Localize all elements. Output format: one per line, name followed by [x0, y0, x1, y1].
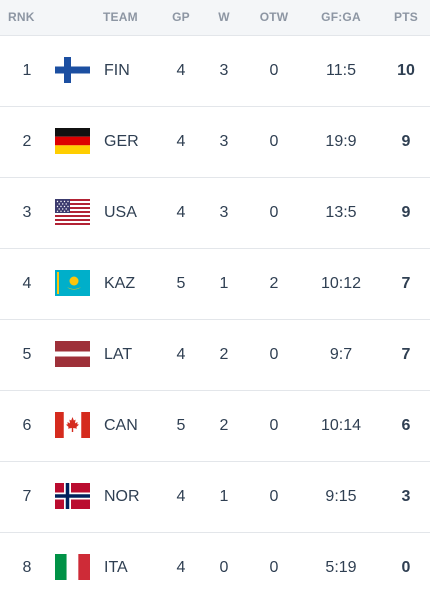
- points: 6: [401, 417, 411, 434]
- overtime-wins: 0: [269, 488, 279, 505]
- rank: 5: [22, 346, 32, 363]
- team-code[interactable]: NOR: [104, 488, 140, 505]
- wins: 3: [219, 62, 229, 79]
- header-wins[interactable]: W: [218, 10, 230, 24]
- table-header: RNK TEAM GP W OTW GF:GA PTS: [0, 0, 430, 35]
- wins: 2: [219, 346, 229, 363]
- wins: 1: [219, 275, 229, 292]
- rank: 6: [22, 417, 32, 434]
- overtime-wins: 0: [269, 204, 279, 221]
- team-code[interactable]: ITA: [104, 559, 128, 576]
- overtime-wins: 0: [269, 559, 279, 576]
- points: 3: [401, 488, 411, 505]
- header-team[interactable]: TEAM: [103, 10, 138, 24]
- goals-for-against: 9:7: [329, 346, 353, 363]
- points: 7: [401, 346, 411, 363]
- table-row[interactable]: 7 NOR 4 1 0 9:15 3: [0, 461, 430, 531]
- goals-for-against: 10:12: [320, 275, 362, 292]
- norway-flag-icon: [55, 483, 90, 509]
- points: 10: [397, 62, 415, 79]
- games-played: 4: [176, 62, 186, 79]
- germany-flag-icon: [55, 128, 90, 154]
- points: 7: [401, 275, 411, 292]
- games-played: 5: [176, 275, 186, 292]
- team-code[interactable]: FIN: [104, 62, 130, 79]
- points: 9: [401, 133, 411, 150]
- header-goals-for-against[interactable]: GF:GA: [321, 10, 361, 24]
- team-code[interactable]: GER: [104, 133, 139, 150]
- wins: 3: [219, 133, 229, 150]
- wins: 3: [219, 204, 229, 221]
- games-played: 4: [176, 346, 186, 363]
- table-row[interactable]: 2 GER 4 3 0 19:9 9: [0, 106, 430, 176]
- finland-flag-icon: [55, 57, 90, 83]
- overtime-wins: 0: [269, 133, 279, 150]
- overtime-wins: 0: [269, 62, 279, 79]
- usa-flag-icon: [55, 199, 90, 225]
- goals-for-against: 9:15: [325, 488, 357, 505]
- rank: 8: [22, 559, 32, 576]
- games-played: 4: [176, 488, 186, 505]
- header-points[interactable]: PTS: [394, 10, 418, 24]
- games-played: 5: [176, 417, 186, 434]
- table-row[interactable]: 6 CAN 5 2 0 10:14 6: [0, 390, 430, 460]
- goals-for-against: 19:9: [325, 133, 357, 150]
- header-rank[interactable]: RNK: [8, 10, 35, 24]
- latvia-flag-icon: [55, 341, 90, 367]
- rank: 2: [22, 133, 32, 150]
- italy-flag-icon: [55, 554, 90, 580]
- table-row[interactable]: 1 FIN 4 3 0 11:5 10: [0, 35, 430, 105]
- table-row[interactable]: 3 USA 4 3: [0, 177, 430, 247]
- goals-for-against: 13:5: [325, 204, 357, 221]
- points: 0: [401, 559, 411, 576]
- points: 9: [401, 204, 411, 221]
- games-played: 4: [176, 133, 186, 150]
- rank: 1: [22, 62, 32, 79]
- rank: 4: [22, 275, 32, 292]
- team-code[interactable]: LAT: [104, 346, 133, 363]
- table-row[interactable]: 8 ITA 4 0 0 5:19 0: [0, 532, 430, 595]
- table-row[interactable]: 4 KAZ 5 1 2 10:12 7: [0, 248, 430, 318]
- team-code[interactable]: CAN: [104, 417, 138, 434]
- header-games-played[interactable]: GP: [172, 10, 190, 24]
- canada-flag-icon: [55, 412, 90, 438]
- goals-for-against: 11:5: [326, 62, 356, 79]
- rank: 7: [22, 488, 32, 505]
- goals-for-against: 10:14: [320, 417, 362, 434]
- header-overtime-wins[interactable]: OTW: [259, 10, 289, 24]
- games-played: 4: [176, 559, 186, 576]
- wins: 2: [219, 417, 229, 434]
- team-code[interactable]: USA: [104, 204, 137, 221]
- games-played: 4: [176, 204, 186, 221]
- goals-for-against: 5:19: [325, 559, 357, 576]
- overtime-wins: 0: [269, 417, 279, 434]
- wins: 1: [219, 488, 229, 505]
- wins: 0: [219, 559, 229, 576]
- overtime-wins: 2: [269, 275, 279, 292]
- table-row[interactable]: 5 LAT 4 2 0 9:7 7: [0, 319, 430, 389]
- overtime-wins: 0: [269, 346, 279, 363]
- team-code[interactable]: KAZ: [104, 275, 136, 292]
- rank: 3: [22, 204, 32, 221]
- kazakhstan-flag-icon: [55, 270, 90, 296]
